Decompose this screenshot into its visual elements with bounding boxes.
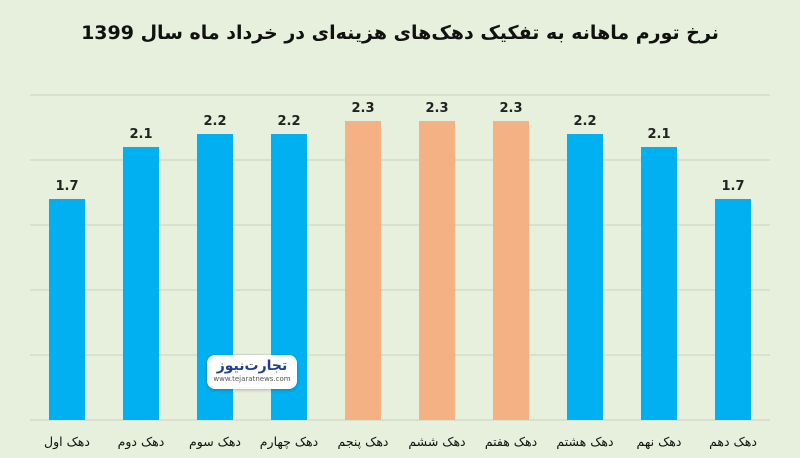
category-label: دهک هشتم bbox=[556, 434, 613, 450]
logo-text: تجارت‌نیوز bbox=[216, 358, 288, 374]
bar bbox=[123, 147, 159, 420]
bar bbox=[641, 147, 677, 420]
category-label: دهک سوم bbox=[189, 434, 241, 450]
category-label: دهک اول bbox=[44, 434, 90, 450]
category-label: دهک ششم bbox=[408, 434, 465, 450]
data-label: 2.1 bbox=[647, 127, 670, 142]
data-label: 2.3 bbox=[499, 101, 522, 116]
chart-title: نرخ تورم ماهانه به تفکیک دهک‌های هزینه‌ا… bbox=[81, 22, 719, 44]
data-label: 2.3 bbox=[351, 101, 374, 116]
category-label: دهک نهم bbox=[637, 434, 682, 450]
logo-url: www.tejaratnews.com bbox=[213, 375, 291, 383]
category-label: دهک چهارم bbox=[260, 434, 318, 450]
bar bbox=[715, 199, 751, 420]
data-label: 2.2 bbox=[203, 114, 226, 129]
bar bbox=[419, 121, 455, 420]
category-label: دهک دهم bbox=[709, 434, 757, 450]
bar bbox=[493, 121, 529, 420]
category-label: دهک هفتم bbox=[485, 434, 537, 450]
data-label: 1.7 bbox=[721, 179, 744, 194]
data-label: 2.1 bbox=[129, 127, 152, 142]
category-label: دهک دوم bbox=[118, 434, 165, 450]
data-label: 2.2 bbox=[277, 114, 300, 129]
tejaratnews-logo: تجارت‌نیوز www.tejaratnews.com bbox=[207, 355, 297, 389]
bar bbox=[49, 199, 85, 420]
data-label: 2.3 bbox=[425, 101, 448, 116]
category-label: دهک پنجم bbox=[338, 434, 389, 450]
data-label: 1.7 bbox=[55, 179, 78, 194]
bar bbox=[567, 134, 603, 420]
data-label: 2.2 bbox=[573, 114, 596, 129]
bar bbox=[345, 121, 381, 420]
